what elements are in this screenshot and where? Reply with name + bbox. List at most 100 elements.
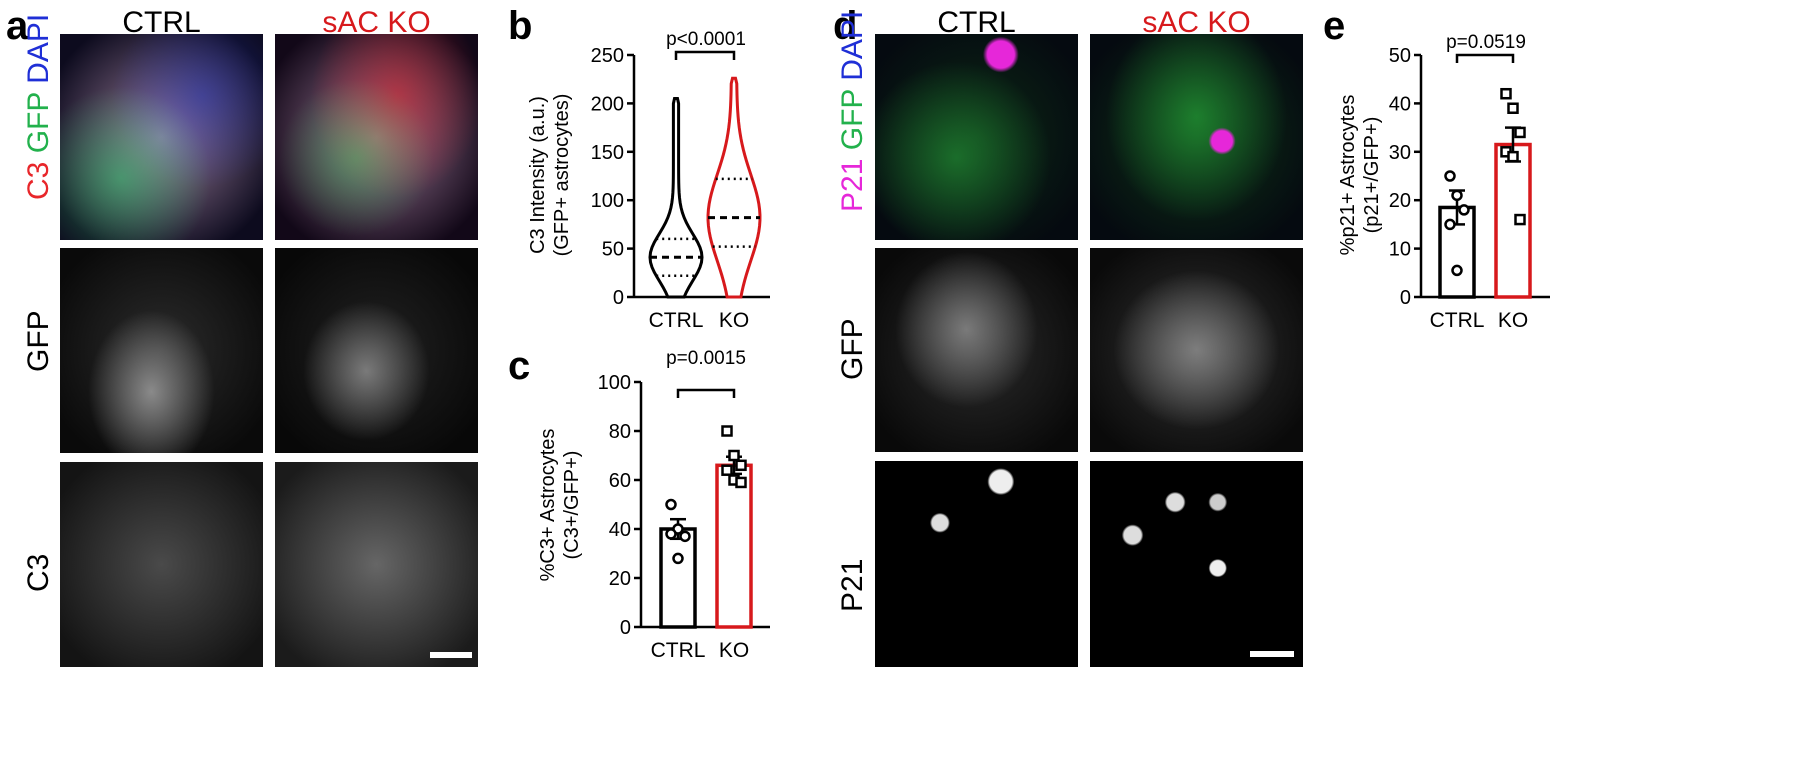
micrograph-ctrl-gfp-a xyxy=(60,248,263,453)
gfp-stain-label-d: GFP xyxy=(836,89,869,151)
data-point xyxy=(721,464,733,476)
violin-ko xyxy=(706,76,762,299)
micrograph-ctrl-merge-d xyxy=(875,34,1078,240)
data-point xyxy=(1458,204,1470,216)
micrograph-ko-merge-d xyxy=(1090,34,1303,240)
row-label-merge-a: C3 GFP DAPI xyxy=(22,13,55,200)
y-tick-label: 250 xyxy=(591,45,624,67)
row-label-c3-a: C3 xyxy=(22,553,55,592)
y-tick-label: 100 xyxy=(598,372,631,394)
x-tick-label: CTRL xyxy=(649,309,704,332)
significance-bracket xyxy=(1455,53,1515,63)
data-point xyxy=(721,425,733,437)
x-tick-label: KO xyxy=(719,639,749,662)
gfp-stain-label: GFP xyxy=(22,92,55,154)
chart-b: C3 Intensity (a.u.) (GFP+ astrocytes) 0 5… xyxy=(527,29,770,332)
data-point xyxy=(1507,150,1519,163)
chart-c-ylabel: %C3+ Astrocytes (C3+/GFP+) xyxy=(537,429,583,582)
x-tick-label: KO xyxy=(1498,309,1528,332)
col-title-ctrl-d: CTRL xyxy=(937,6,1016,39)
micrograph-ctrl-merge-a xyxy=(60,34,263,240)
data-point xyxy=(665,528,677,540)
y-tick-label: 60 xyxy=(609,470,631,492)
data-point xyxy=(1444,170,1456,182)
micrograph-ko-p21-d xyxy=(1090,461,1303,667)
micrograph-ctrl-p21-d xyxy=(875,461,1078,667)
scale-bar-d xyxy=(1250,651,1294,657)
chart-c-marks xyxy=(659,425,753,629)
panel-label-b: b xyxy=(508,4,533,48)
y-tick-label: 80 xyxy=(609,421,631,443)
y-tick-label: 20 xyxy=(609,568,631,590)
x-tick-label: CTRL xyxy=(1430,309,1485,332)
panel-label-d: d xyxy=(833,4,858,48)
bar-ko xyxy=(715,463,753,629)
data-point xyxy=(1514,213,1526,226)
data-point xyxy=(1444,218,1456,231)
col-title-ko-d: sAC KO xyxy=(1142,6,1251,39)
y-tick-label: 0 xyxy=(1400,287,1411,309)
chart-e: %p21+ Astrocytes (p21+/GFP+) 0 10 20 30 40 50… xyxy=(1337,32,1550,332)
col-title-ko-a: sAC KO xyxy=(322,6,431,39)
chart-b-axes: 0 50 100 150 200 250 CTRL KO xyxy=(591,45,770,332)
significance-bracket xyxy=(676,388,736,398)
micrograph-ctrl-gfp-d xyxy=(875,248,1078,452)
y-tick-label: 100 xyxy=(591,190,624,212)
panel-label-c: c xyxy=(508,344,531,388)
y-tick-label: 50 xyxy=(1389,45,1411,67)
y-tick-label: 0 xyxy=(613,287,624,309)
data-point xyxy=(1507,102,1519,114)
dapi-stain-label-d: DAPI xyxy=(836,10,869,81)
y-tick-label: 40 xyxy=(609,519,631,541)
dapi-stain-label: DAPI xyxy=(22,13,55,84)
data-point xyxy=(672,552,684,565)
micrograph-ko-gfp-d xyxy=(1090,248,1303,452)
micrograph-ctrl-c3-a xyxy=(60,462,263,667)
micrograph-ko-c3-a xyxy=(275,462,478,667)
y-tick-label: 50 xyxy=(602,239,624,261)
x-tick-label: CTRL xyxy=(651,639,706,662)
data-point xyxy=(728,449,740,462)
y-tick-label: 150 xyxy=(591,142,624,164)
panel-label-a: a xyxy=(6,4,29,48)
chart-e-ylabel-2: (p21+/GFP+) xyxy=(1361,117,1383,234)
data-point xyxy=(679,530,691,543)
chart-e-pvalue: p=0.0519 xyxy=(1446,32,1526,53)
p21-stain-label: P21 xyxy=(836,158,869,212)
chart-b-marks xyxy=(648,76,762,299)
bar-ctrl xyxy=(659,527,697,629)
chart-c-ylabel-2: (C3+/GFP+) xyxy=(561,451,583,560)
c3-stain-label: C3 xyxy=(22,161,55,200)
data-point xyxy=(735,476,747,489)
panel-label-e: e xyxy=(1323,4,1346,48)
chart-c-ylabel-1: %C3+ Astrocytes xyxy=(537,429,559,582)
row-label-gfp-d: GFP xyxy=(836,318,869,380)
data-point xyxy=(665,498,677,511)
chart-e-axes: 0 10 20 30 40 50 CTRL KO xyxy=(1389,45,1550,332)
chart-c: %C3+ Astrocytes (C3+/GFP+) 0 20 40 60 80 100 C… xyxy=(537,348,770,662)
y-tick-label: 20 xyxy=(1389,190,1411,212)
scale-bar-a xyxy=(430,652,472,658)
col-title-ctrl-a: CTRL xyxy=(122,6,201,39)
data-point xyxy=(1500,87,1512,100)
micrograph-ko-merge-a xyxy=(275,34,478,240)
chart-b-ylabel: C3 Intensity (a.u.) (GFP+ astrocytes) xyxy=(527,94,573,257)
violin-ctrl xyxy=(648,97,704,299)
chart-b-ylabel-1: C3 Intensity (a.u.) xyxy=(527,96,549,254)
chart-c-pvalue: p=0.0015 xyxy=(666,348,746,369)
y-tick-label: 40 xyxy=(1389,93,1411,115)
data-point xyxy=(1451,189,1463,202)
data-point xyxy=(735,459,747,472)
chart-b-pvalue: p<0.0001 xyxy=(666,29,746,50)
y-tick-label: 0 xyxy=(620,617,631,639)
significance-bracket xyxy=(674,50,736,60)
data-point xyxy=(1451,264,1463,277)
micrograph-ko-gfp-a xyxy=(275,248,478,453)
y-tick-label: 30 xyxy=(1389,142,1411,164)
x-tick-label: KO xyxy=(719,309,749,332)
chart-e-ylabel-1: %p21+ Astrocytes xyxy=(1337,95,1359,256)
row-label-p21-d: P21 xyxy=(836,558,869,612)
chart-e-ylabel: %p21+ Astrocytes (p21+/GFP+) xyxy=(1337,95,1383,256)
row-label-gfp-a: GFP xyxy=(22,310,55,372)
chart-e-marks xyxy=(1438,87,1532,299)
